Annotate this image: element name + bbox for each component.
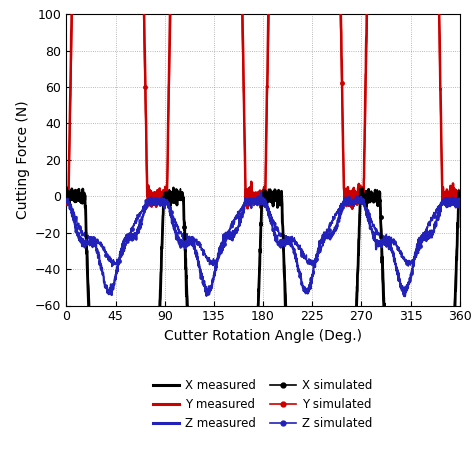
X-axis label: Cutter Rotation Angle (Deg.): Cutter Rotation Angle (Deg.) <box>164 329 362 343</box>
Legend: X measured, Y measured, Z measured, X simulated, Y simulated, Z simulated: X measured, Y measured, Z measured, X si… <box>150 376 376 433</box>
Y-axis label: Cutting Force (N): Cutting Force (N) <box>16 101 29 219</box>
